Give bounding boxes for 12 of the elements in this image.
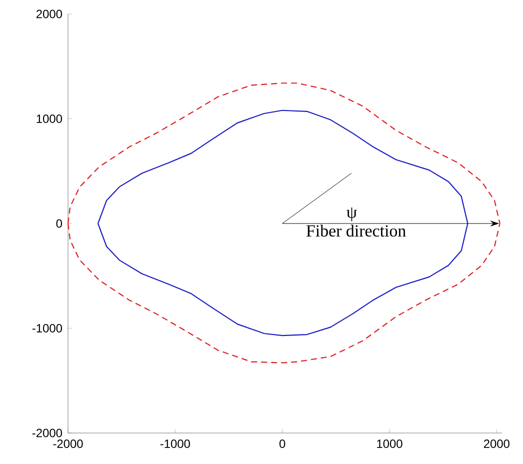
y-tick-label: 0: [56, 219, 62, 228]
y-tick-label: 2000: [36, 10, 62, 18]
x-tick-label: 1000: [377, 440, 402, 448]
y-tick-label: 1000: [36, 114, 62, 123]
x-tick-label: 2000: [484, 440, 510, 448]
x-tick-label: 0: [279, 440, 286, 448]
y-tick-label: -1000: [32, 324, 62, 332]
x-tick-label: -1000: [160, 440, 190, 448]
x-tick-label: -2000: [53, 440, 83, 448]
annotation: Fiber direction: [306, 224, 406, 237]
annotation: ψ: [346, 208, 357, 222]
y-tick-label: -2000: [32, 428, 62, 438]
